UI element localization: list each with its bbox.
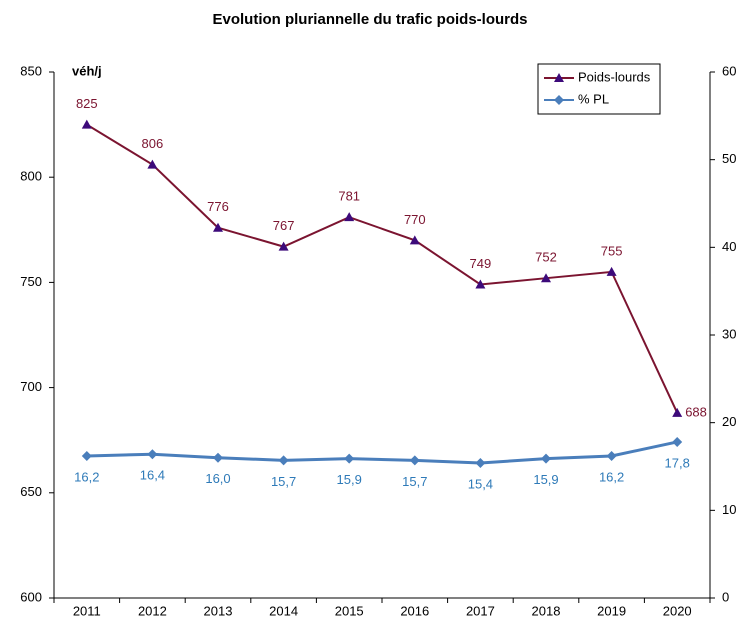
data-label: 15,9 (337, 472, 362, 487)
marker (554, 73, 564, 82)
y-tick-label: 600 (20, 589, 42, 604)
y2-tick-label: 10 (722, 502, 736, 517)
x-tick-label: 2019 (597, 603, 626, 618)
data-label: 688 (685, 404, 707, 419)
data-label: 17,8 (665, 455, 690, 470)
series-line (86, 123, 679, 414)
x-tick-label: 2018 (532, 603, 561, 618)
data-label: 15,7 (271, 474, 296, 489)
marker (213, 222, 223, 232)
legend-box (537, 63, 661, 115)
marker (81, 450, 92, 461)
x-tick-label: 2012 (138, 603, 167, 618)
marker (344, 212, 355, 222)
y-tick-label: 700 (20, 379, 42, 394)
data-label: 752 (535, 250, 557, 265)
data-label: 755 (601, 243, 623, 258)
legend-label: Poids-lourds (578, 69, 651, 84)
marker (672, 436, 683, 447)
data-label: 749 (470, 256, 492, 271)
marker (672, 407, 683, 417)
x-tick-label: 2013 (204, 603, 233, 618)
y-tick-label: 800 (20, 169, 42, 184)
x-tick-label: 2016 (400, 603, 429, 618)
legend-label: % PL (578, 91, 609, 106)
x-tick-label: 2014 (269, 603, 298, 618)
data-label: 781 (338, 189, 360, 204)
y2-tick-label: 20 (722, 414, 736, 429)
marker (409, 455, 420, 466)
data-label: 16,0 (205, 471, 230, 486)
y-tick-label: 850 (20, 63, 42, 78)
marker (81, 119, 92, 129)
marker (475, 279, 486, 289)
y2-tick-label: 60 (722, 63, 736, 78)
y2-tick-label: 50 (722, 151, 736, 166)
y2-tick-label: 40 (722, 239, 736, 254)
x-tick-label: 2015 (335, 603, 364, 618)
y-axis-label: véh/j (72, 63, 102, 78)
marker (213, 452, 223, 463)
chart-title: Evolution pluriannelle du trafic poids-l… (212, 11, 527, 28)
data-label: 16,4 (140, 468, 165, 483)
y-tick-label: 650 (20, 484, 42, 499)
data-label: 806 (142, 136, 164, 151)
data-label: 825 (76, 96, 98, 111)
marker (409, 235, 420, 245)
data-label: 15,7 (402, 474, 427, 489)
series-line (86, 440, 678, 465)
data-label: 16,2 (599, 469, 624, 484)
x-tick-label: 2020 (663, 603, 692, 618)
data-label: 776 (207, 199, 229, 214)
marker (344, 453, 355, 464)
marker (606, 450, 617, 461)
marker (147, 449, 158, 460)
data-label: 770 (404, 212, 426, 227)
y-tick-label: 750 (20, 274, 42, 289)
data-label: 15,9 (533, 472, 558, 487)
marker (554, 95, 564, 105)
y2-tick-label: 0 (722, 589, 729, 604)
data-label: 767 (273, 218, 295, 233)
marker (541, 273, 551, 283)
y2-tick-label: 30 (722, 326, 736, 341)
marker (278, 455, 289, 466)
marker (541, 453, 551, 464)
data-label: 15,4 (468, 476, 493, 491)
data-label: 16,2 (74, 469, 99, 484)
marker (606, 266, 617, 276)
x-tick-label: 2017 (466, 603, 495, 618)
marker (147, 159, 158, 169)
marker (278, 241, 289, 251)
x-tick-label: 2011 (73, 603, 101, 618)
marker (475, 457, 486, 468)
